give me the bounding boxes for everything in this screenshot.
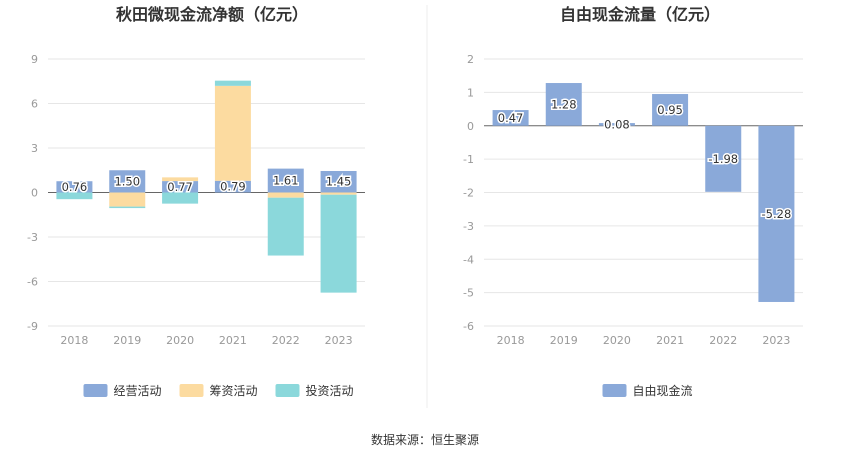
data-label: 1.61 [273,174,299,188]
x-tick-label: 2022 [272,334,300,347]
x-tick-label: 2020 [166,334,194,347]
x-tick-label: 2021 [656,334,684,347]
bar-筹资活动 [162,177,199,182]
y-tick-label: 3 [31,142,38,155]
bar-投资活动 [109,206,146,209]
bar-自由现金流 [492,110,529,126]
legend-swatch [83,384,108,397]
x-tick-label: 2021 [219,334,247,347]
data-label: -5.28 [762,207,792,221]
data-label: 1.28 [551,97,577,111]
bar-自由现金流 [598,123,635,126]
y-tick-label: 6 [31,98,38,111]
bar-经营活动 [109,170,146,193]
chart-title: 自由现金流量（亿元） [560,5,720,24]
data-label: 0.79 [220,180,246,194]
bar-经营活动 [214,180,251,193]
legend-label: 经营活动 [114,384,162,398]
bar-筹资活动 [109,192,146,207]
x-tick-label: 2018 [60,334,88,347]
chart-title: 秋田微现金流净额（亿元） [116,5,308,24]
data-label: 1.50 [114,174,140,188]
y-tick-label: 2 [467,53,474,66]
bar-投资活动 [162,192,199,204]
source-label: 数据来源：恒生聚源 [371,432,479,447]
bar-经营活动 [56,181,93,193]
y-tick-label: -2 [463,187,474,200]
legend-swatch [602,384,627,397]
bar-筹资活动 [214,85,251,181]
data-label: 0.47 [498,111,524,125]
bar-自由现金流 [652,94,689,126]
chart-right-free-cashflow: 自由现金流量（亿元） -6 -5 -4 -3 -2 -1 0 1 2 2018 2019 2020 202… [463,5,803,398]
x-tick-label: 2020 [603,334,631,347]
y-tick-label: 1 [467,86,474,99]
x-tick-label: 2018 [497,334,525,347]
bar-投资活动 [267,197,304,256]
y-tick-label: -9 [27,320,38,333]
y-tick-label: -3 [463,220,474,233]
bar-筹资活动 [267,192,304,198]
y-tick-label: 0 [467,120,474,133]
bar-经营活动 [267,168,304,193]
bar-投资活动 [214,80,251,86]
x-tick-label: 2023 [325,334,353,347]
data-label: 0.77 [167,180,193,194]
bar-自由现金流 [758,125,795,302]
x-tick-label: 2019 [550,334,578,347]
bar-自由现金流 [705,125,742,192]
chart-left-cashflow: 秋田微现金流净额（亿元） -9 -6 -3 0 3 6 9 2018 2019 2020 2021 20… [27,5,365,398]
bar-筹资活动 [320,192,357,195]
bar-自由现金流 [545,83,582,126]
data-label: 1.45 [326,175,352,189]
legend-label: 筹资活动 [210,384,258,398]
y-tick-label: 9 [31,53,38,66]
bar-投资活动 [56,192,93,200]
x-tick-label: 2022 [709,334,737,347]
y-tick-label: -6 [27,276,38,289]
y-tick-label: -1 [463,153,474,166]
data-label: -1.98 [708,152,738,166]
y-tick-label: -6 [463,320,474,333]
legend-label: 投资活动 [306,383,354,398]
legend-swatch [179,384,204,397]
x-tick-label: 2019 [113,334,141,347]
data-label: 0.76 [62,180,88,194]
y-tick-label: 0 [31,187,38,200]
bar-经营活动 [162,181,199,193]
legend-swatch [275,384,300,397]
data-label: 0.08 [604,117,630,131]
x-tick-label: 2023 [762,334,790,347]
y-tick-label: -4 [463,253,474,266]
data-label: 0.95 [657,103,683,117]
bar-投资活动 [320,194,357,293]
legend-label: 自由现金流 [633,383,693,398]
bar-经营活动 [320,170,357,193]
y-tick-label: -3 [27,231,38,244]
y-tick-label: -5 [463,287,474,300]
